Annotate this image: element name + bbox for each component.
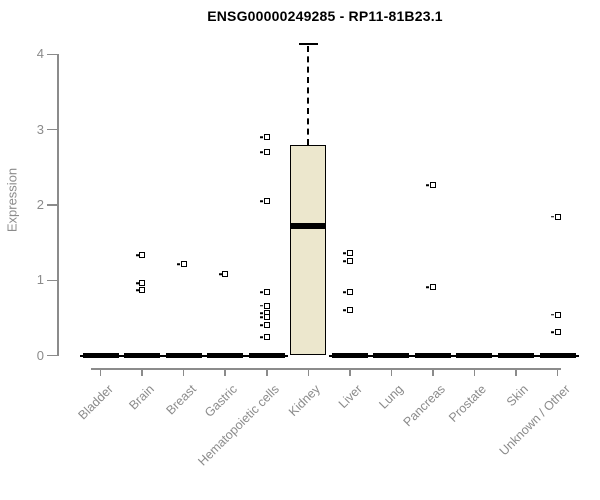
outlier-point	[346, 307, 353, 314]
x-tick	[99, 368, 102, 376]
outlier-point	[263, 149, 270, 156]
outlier-point	[346, 250, 353, 257]
outlier-point	[429, 284, 436, 290]
x-tick	[224, 368, 226, 376]
outlier-point	[346, 289, 353, 296]
outlier-point	[263, 289, 270, 296]
x-tick	[390, 368, 393, 376]
flat-box-11	[539, 352, 576, 358]
outlier-point	[139, 252, 146, 259]
x-tick	[515, 368, 517, 376]
outlier-point	[554, 311, 561, 318]
flat-box-9	[456, 352, 493, 358]
x-tick-label-brain: Brain	[126, 382, 157, 413]
median-line-5	[290, 223, 327, 229]
box-5	[290, 145, 327, 356]
x-tick-label-prostate: Prostate	[446, 382, 490, 425]
outlier-point	[263, 198, 270, 205]
y-tick	[47, 354, 57, 357]
x-tick-label-lung: Lung	[376, 382, 407, 412]
y-tick-label: 4	[36, 46, 44, 62]
outlier-point	[180, 261, 187, 268]
x-tick	[182, 368, 185, 376]
x-tick	[307, 368, 310, 376]
flat-box-8	[414, 352, 451, 358]
outlier-point	[554, 213, 561, 220]
x-tick	[141, 368, 143, 376]
x-tick-label-pancreas: Pancreas	[400, 382, 448, 430]
chart-title: ENSG00000249285 - RP11-81B23.1	[207, 8, 443, 24]
x-tick-label-liver: Liver	[335, 382, 365, 412]
x-tick	[266, 368, 268, 376]
outlier-point	[429, 182, 436, 189]
flat-box-7	[373, 352, 410, 358]
y-tick-label: 3	[36, 121, 44, 137]
flat-box-1	[124, 352, 161, 358]
outlier-point	[263, 314, 270, 321]
outlier-point	[139, 287, 146, 293]
y-tick	[47, 204, 57, 206]
outlier-point	[263, 334, 270, 341]
outlier-point	[139, 280, 146, 287]
flat-box-2	[165, 352, 202, 358]
flat-box-10	[498, 352, 534, 358]
outlier-point	[263, 302, 270, 309]
flat-box-6	[331, 352, 368, 358]
upper-whisker-cap-5	[298, 42, 318, 46]
outlier-point	[222, 271, 229, 278]
flat-box-0	[82, 352, 119, 358]
y-axis-line	[57, 54, 59, 357]
x-tick	[432, 368, 434, 376]
x-tick	[556, 368, 559, 376]
flat-box-4	[248, 352, 285, 358]
outlier-point	[263, 322, 270, 329]
x-tick	[473, 368, 476, 376]
outlier-point	[263, 134, 270, 141]
x-tick-label-hematopoietic-cells: Hematopoietic cells	[195, 382, 282, 469]
x-axis-line	[90, 368, 561, 370]
flat-box-3	[207, 352, 244, 358]
x-tick	[349, 368, 351, 376]
outlier-point	[346, 258, 353, 265]
y-tick-label: 2	[36, 196, 44, 212]
x-tick-label-skin: Skin	[503, 382, 531, 410]
y-tick	[47, 53, 57, 56]
y-tick-label: 1	[36, 272, 44, 288]
x-tick-label-kidney: Kidney	[286, 382, 324, 419]
x-tick-label-bladder: Bladder	[75, 382, 116, 423]
y-tick	[47, 128, 57, 131]
upper-whisker-5	[307, 45, 310, 146]
x-tick-label-gastric: Gastric	[202, 382, 240, 420]
x-tick-label-breast: Breast	[163, 382, 199, 418]
y-tick-label: 0	[36, 347, 44, 363]
outlier-point	[554, 329, 561, 336]
y-tick	[47, 279, 57, 281]
